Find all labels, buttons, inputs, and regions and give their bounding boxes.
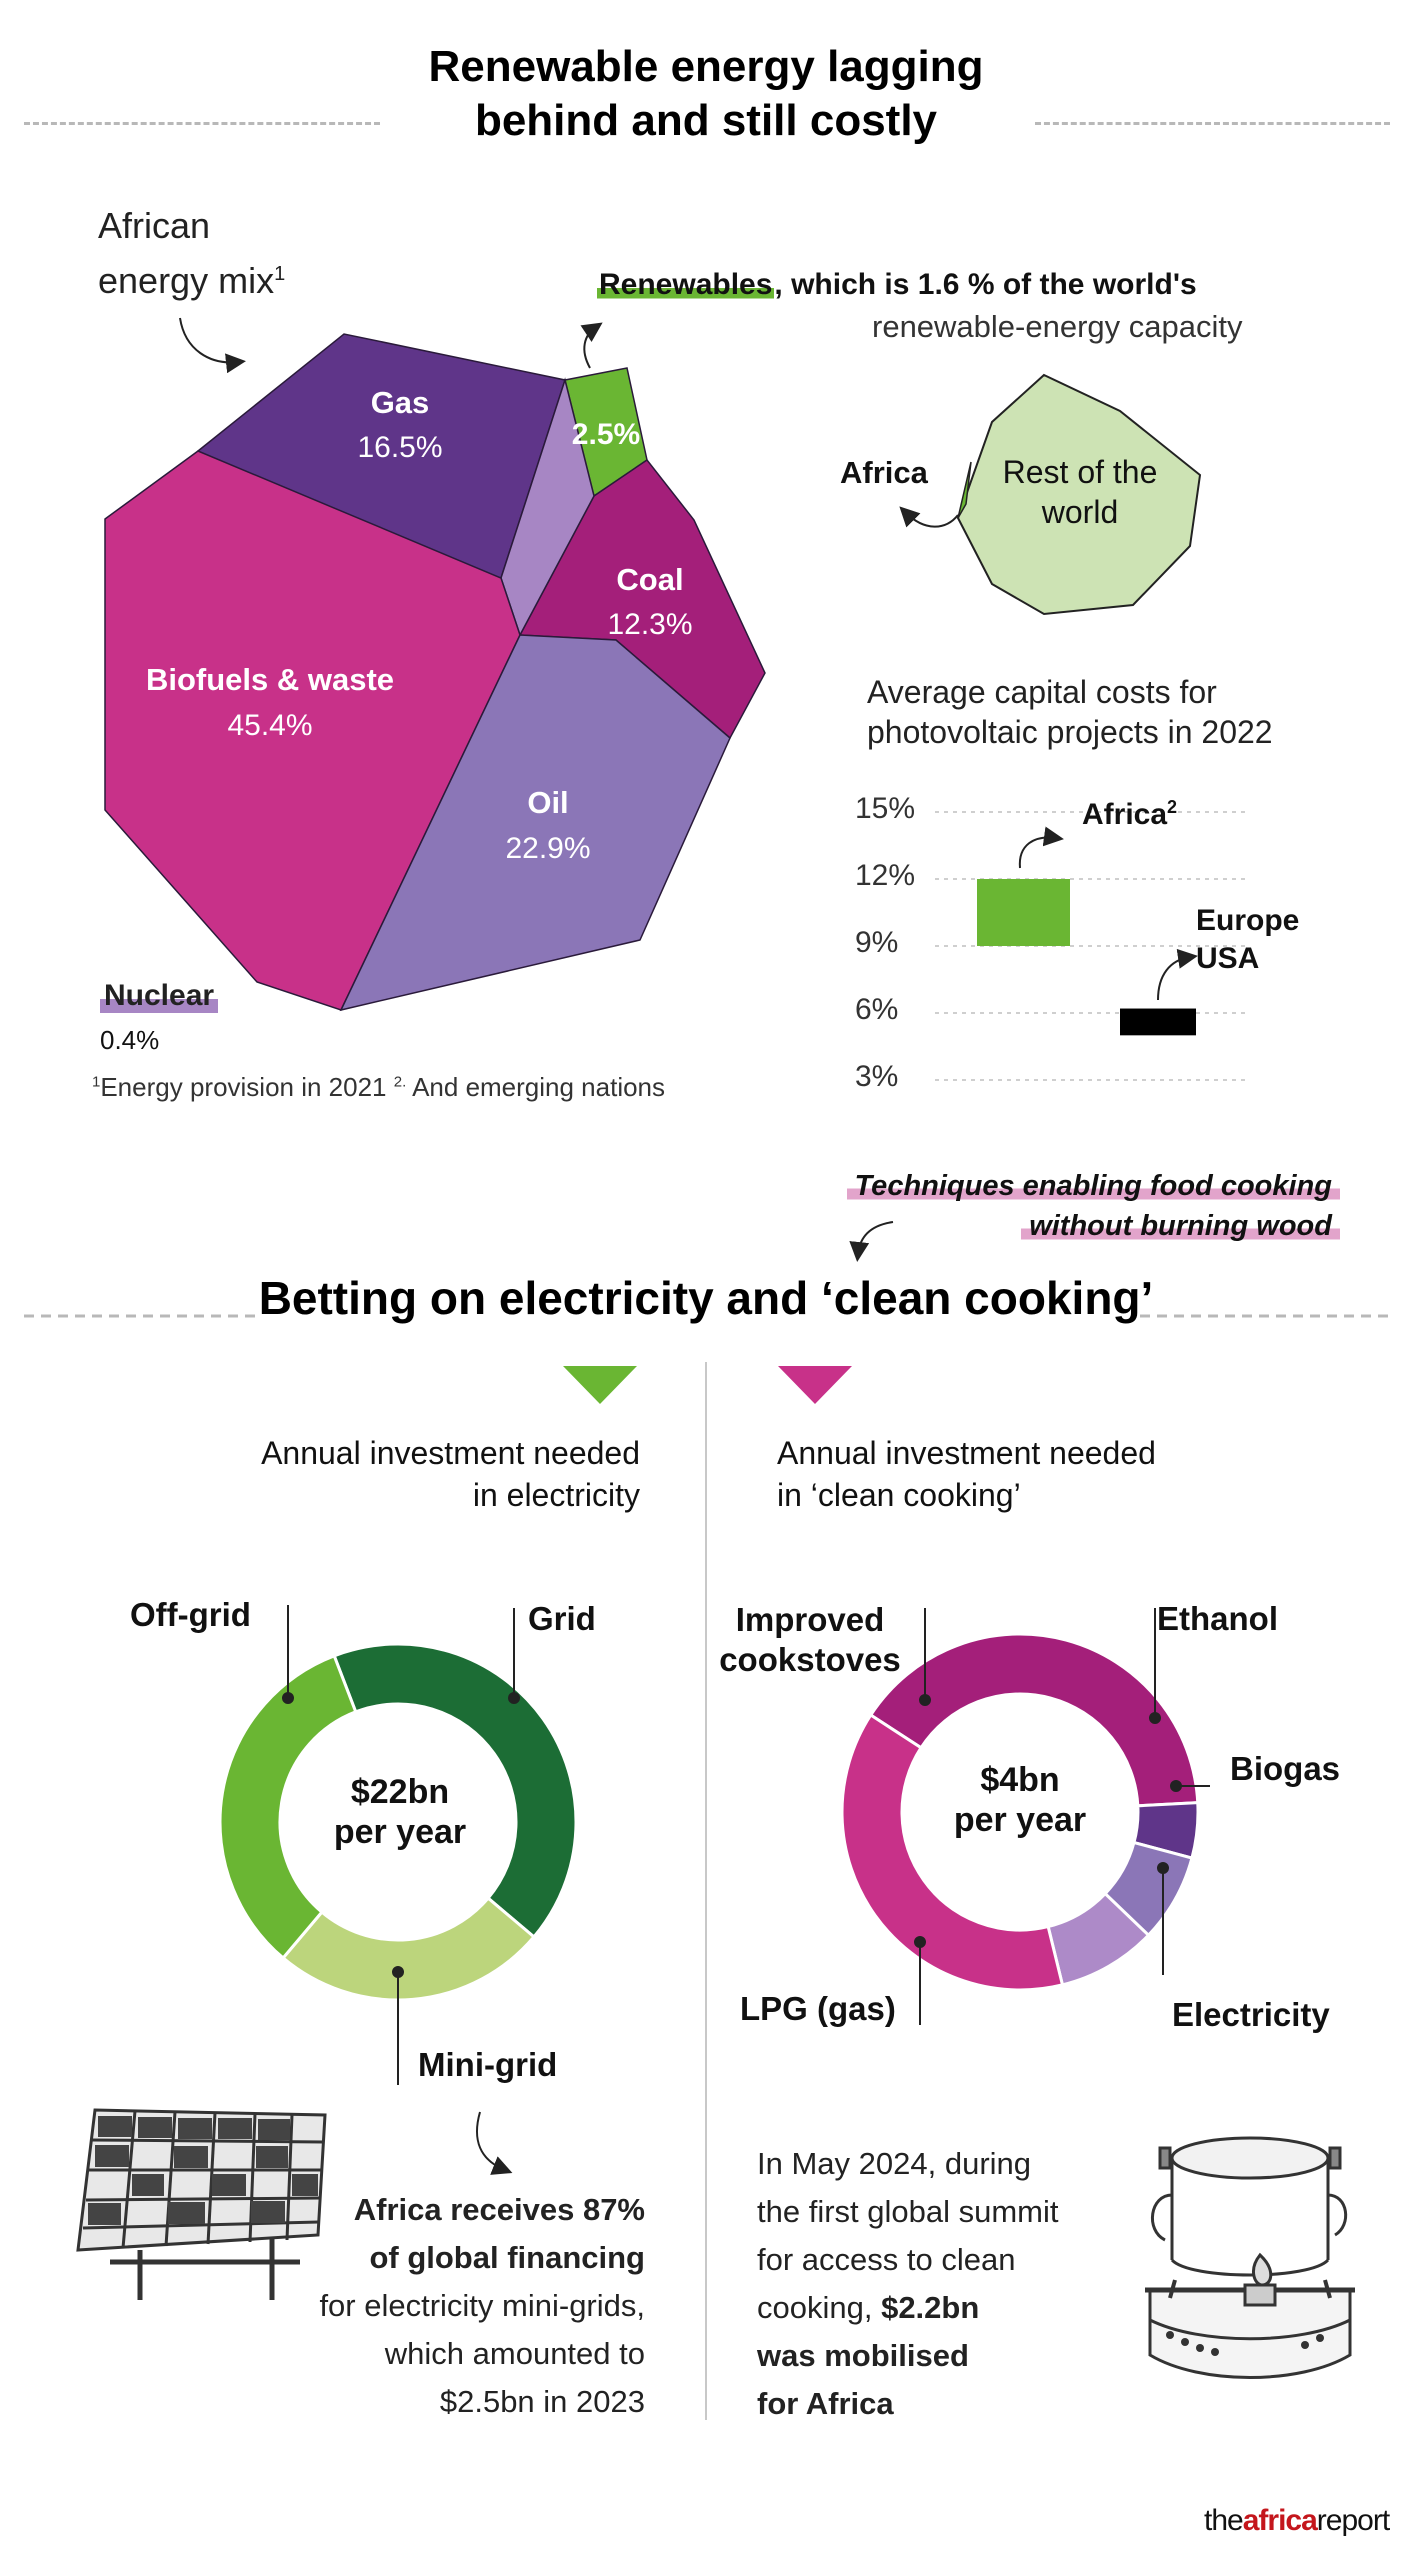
electricity-caption: Africa receives 87% of global financing …	[319, 2192, 645, 2419]
label-gas-value: 16.5%	[357, 431, 443, 464]
title-rule-left	[24, 122, 380, 125]
label-biofuels-name: Biofuels & waste	[145, 662, 395, 697]
electricity-center: $22bn per year	[333, 1773, 467, 1851]
label-biofuels-value: 45.4%	[227, 709, 313, 742]
renewables-arrow	[580, 322, 603, 369]
pv-ytick-label: 9%	[855, 926, 899, 959]
pv-title: Average capital costs for photovoltaic p…	[867, 674, 1273, 750]
cooking-donut	[840, 1632, 1200, 1992]
electricity-slice-1	[280, 1896, 537, 2002]
label-coal-value: 12.3%	[607, 608, 693, 641]
label-gas: Gas 16.5%	[330, 383, 470, 473]
capacity-rest-of-world	[956, 373, 1202, 616]
label-oil-name: Oil	[527, 785, 569, 820]
brand-logo: theafricareport	[1204, 2504, 1390, 2537]
cooking-caption: In May 2024, during the first global sum…	[757, 2146, 1059, 2421]
renewable-capacity-chart	[956, 373, 1202, 616]
electricity-heading: Annual investment needed in electricity	[261, 1435, 640, 1513]
title-rule-right	[1035, 122, 1390, 125]
minigrid-arrow	[476, 2111, 513, 2175]
clean-cooking-annotation: Techniques enabling food cooking without…	[780, 1166, 1340, 1246]
africa-capacity-arrow	[899, 506, 959, 528]
renewables-note: Renewables, which is 1.6 % of the world'…	[597, 264, 1297, 348]
page-title-line2: behind and still costly	[474, 96, 938, 145]
energy-mix-label-line2: energy mix	[98, 260, 275, 301]
label-coal: Coal 12.3%	[590, 560, 710, 650]
renewables-line2: renewable-energy capacity	[872, 309, 1243, 344]
cooking-center: $4bn per year	[953, 1761, 1087, 1839]
page-title: Renewable energy lagging behind and stil…	[306, 40, 1106, 148]
label-coal-name: Coal	[616, 562, 684, 597]
energy-mix-label: African energy mix1	[98, 202, 285, 305]
energy-mix-chart	[104, 333, 766, 1012]
label-offgrid: Off-grid	[130, 1596, 251, 1633]
mix-slice-oil	[339, 634, 731, 1012]
pv-ytick-label: 3%	[855, 1060, 899, 1093]
europe-cost-arrow	[1157, 948, 1198, 1001]
pv-bar-0	[977, 879, 1070, 946]
energy-mix-arrow	[179, 317, 246, 374]
pv-ytick-label: 12%	[855, 859, 916, 892]
energy-mix-label-sup: 1	[274, 263, 286, 285]
label-electricity-cook: Electricity	[1172, 1996, 1330, 2033]
label-oil: Oil 22.9%	[488, 783, 608, 875]
cooking-slice-0	[868, 1632, 1200, 1808]
cooking-slice-4	[840, 1712, 1065, 1992]
label-nuclear: Nuclear 0.4%	[100, 976, 219, 1064]
label-biogas: Biogas	[1230, 1750, 1341, 1787]
electricity-leaders	[282, 1605, 520, 2085]
solar-panel-icon	[76, 2108, 327, 2300]
label-lpg: LPG (gas)	[740, 1990, 896, 2027]
green-triangle-icon	[563, 1366, 637, 1404]
pv-label-africa: Africa2	[1082, 797, 1178, 831]
footnote: 1Energy provision in 2021 2. And emergin…	[92, 1072, 666, 1102]
renewables-highlight: Renewables	[597, 268, 775, 301]
label-gas-name: Gas	[370, 385, 430, 420]
label-ethanol: Ethanol	[1157, 1600, 1278, 1637]
label-improved: Improved cookstoves	[719, 1601, 901, 1678]
label-renewables-value: 2.5%	[571, 418, 641, 451]
pink-triangle-icon	[778, 1366, 852, 1404]
section2-title: Betting on electricity and ‘clean cookin…	[258, 1272, 1154, 1324]
energy-mix-label-line1: African	[98, 205, 211, 246]
label-biofuels: Biofuels & waste 45.4%	[130, 660, 410, 752]
africa-cost-arrow	[1018, 826, 1064, 869]
label-nuclear-value: 0.4%	[100, 1025, 160, 1055]
electricity-slice-2	[218, 1653, 358, 1961]
cooking-heading: Annual investment needed in ‘clean cooki…	[777, 1435, 1156, 1513]
renewables-rest: , which is 1.6 % of the world's	[774, 268, 1197, 301]
cooking-leaders	[914, 1608, 1210, 2025]
electricity-donut	[218, 1642, 578, 2002]
label-minigrid: Mini-grid	[418, 2046, 558, 2083]
capacity-africa-label: Africa	[840, 455, 928, 490]
clean-cooking-arrow	[849, 1221, 894, 1262]
pv-ytick-label: 15%	[855, 792, 916, 825]
cookstove-icon	[1145, 2136, 1355, 2379]
pv-ytick-label: 6%	[855, 993, 899, 1026]
pv-cost-chart	[935, 811, 1250, 1081]
pv-bar-1	[1120, 1008, 1196, 1036]
capacity-rest-label: Rest of the world	[1002, 454, 1158, 530]
pv-label-europe: Europe USA	[1196, 904, 1300, 975]
electricity-slice-0	[332, 1642, 578, 1940]
page-title-line1: Renewable energy lagging	[428, 42, 984, 91]
capacity-africa	[957, 461, 972, 519]
label-nuclear-name: Nuclear	[100, 976, 219, 1016]
label-grid: Grid	[528, 1600, 596, 1637]
label-oil-value: 22.9%	[505, 832, 591, 865]
